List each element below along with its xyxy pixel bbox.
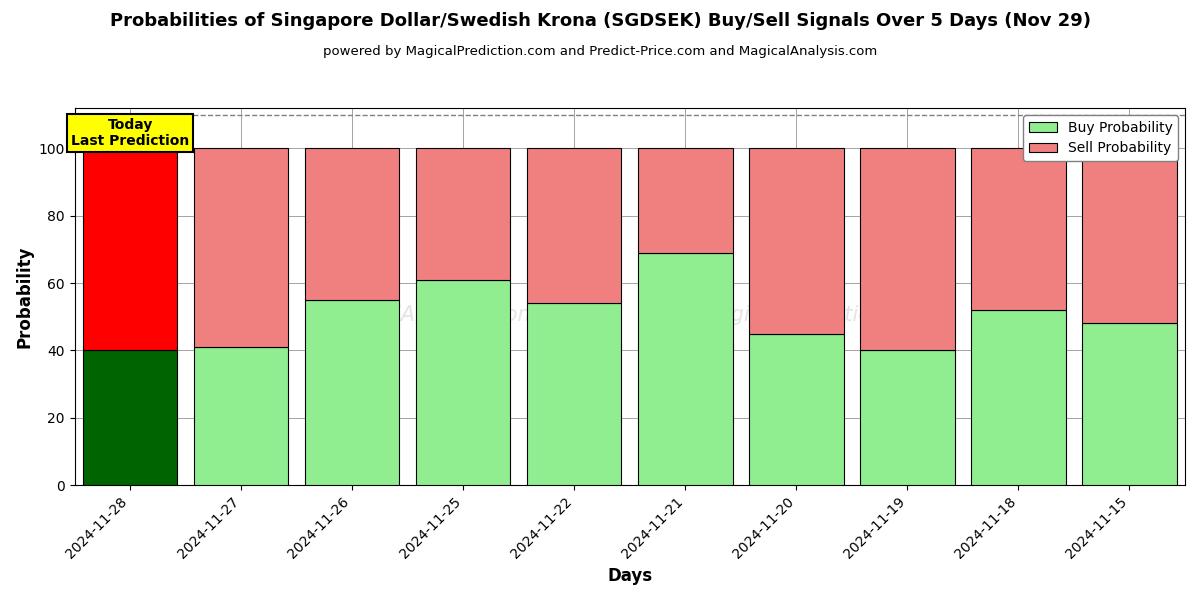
Text: Probabilities of Singapore Dollar/Swedish Krona (SGDSEK) Buy/Sell Signals Over 5: Probabilities of Singapore Dollar/Swedis… (109, 12, 1091, 30)
Bar (527, 303, 622, 485)
Bar (638, 148, 732, 253)
Bar (1082, 323, 1177, 485)
Bar (416, 148, 510, 280)
X-axis label: Days: Days (607, 567, 653, 585)
Bar (83, 148, 178, 350)
Bar (527, 148, 622, 303)
Bar (1082, 148, 1177, 323)
Bar (749, 334, 844, 485)
Text: MagicalAnalysis.com: MagicalAnalysis.com (322, 305, 539, 325)
Y-axis label: Probability: Probability (16, 245, 34, 348)
Bar (971, 148, 1066, 310)
Bar (638, 253, 732, 485)
Bar (305, 148, 400, 300)
Bar (749, 148, 844, 334)
Legend: Buy Probability, Sell Probability: Buy Probability, Sell Probability (1024, 115, 1178, 161)
Bar (305, 300, 400, 485)
Bar (194, 148, 288, 347)
Bar (194, 347, 288, 485)
Bar (860, 350, 955, 485)
Bar (971, 310, 1066, 485)
Text: Today
Last Prediction: Today Last Prediction (71, 118, 190, 148)
Bar (416, 280, 510, 485)
Text: MagicalPrediction.com: MagicalPrediction.com (701, 305, 936, 325)
Text: powered by MagicalPrediction.com and Predict-Price.com and MagicalAnalysis.com: powered by MagicalPrediction.com and Pre… (323, 45, 877, 58)
Bar (860, 148, 955, 350)
Bar (83, 350, 178, 485)
